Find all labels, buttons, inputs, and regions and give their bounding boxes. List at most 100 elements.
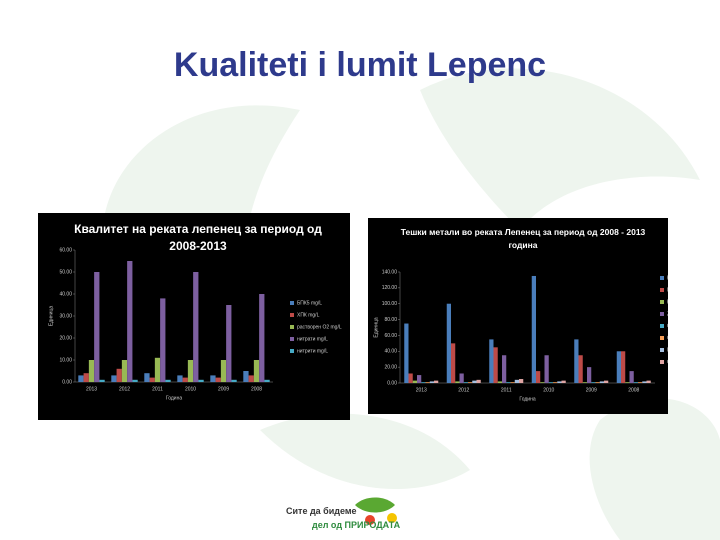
legend-swatch xyxy=(290,349,294,353)
legend-label: Pb xyxy=(667,299,668,305)
chart-title: Квалитет на реката лепенец за период од … xyxy=(74,222,322,253)
bar xyxy=(248,375,254,382)
bar xyxy=(553,382,558,383)
bar xyxy=(404,323,409,383)
bar xyxy=(591,382,596,383)
bar xyxy=(220,360,227,382)
bar xyxy=(187,360,194,382)
legend-swatch xyxy=(660,276,664,280)
bar xyxy=(642,381,647,383)
bar xyxy=(193,272,199,382)
bar xyxy=(144,373,150,382)
bar xyxy=(497,381,502,383)
x-tick-label: 2012 xyxy=(458,387,469,393)
y-tick-label: 60.00 xyxy=(384,333,397,339)
bar xyxy=(198,379,204,382)
bar xyxy=(165,379,171,382)
bar xyxy=(160,298,166,382)
y-tick-label: 30.00 xyxy=(59,313,72,319)
bar xyxy=(99,379,105,382)
bar xyxy=(446,303,451,383)
bar xyxy=(621,351,626,383)
x-tick-label: 2009 xyxy=(218,386,229,392)
bar xyxy=(253,360,260,382)
x-tick-label: 2011 xyxy=(152,386,163,392)
bar xyxy=(429,381,434,383)
bar xyxy=(154,357,161,382)
bar xyxy=(493,347,498,383)
legend-label: растворен O2 mg/L xyxy=(297,324,342,330)
legend-swatch xyxy=(290,313,294,317)
bar xyxy=(132,379,138,382)
legend-label: нитрити mg/L xyxy=(297,348,328,354)
bar xyxy=(425,382,430,383)
legend-swatch xyxy=(660,336,664,340)
bar xyxy=(578,355,583,383)
bar xyxy=(468,382,473,383)
y-tick-label: 20.00 xyxy=(59,335,72,341)
y-axis-label: Единица xyxy=(48,306,54,326)
legend-swatch xyxy=(660,312,664,316)
bar xyxy=(574,339,579,383)
bar xyxy=(604,380,609,383)
bar xyxy=(127,261,133,382)
logo-text: дел од ПРИРОДАТА xyxy=(312,520,401,530)
legend-swatch xyxy=(660,300,664,304)
bar xyxy=(121,360,128,382)
bar xyxy=(408,373,413,383)
legend-swatch xyxy=(660,348,664,352)
bar xyxy=(502,355,507,383)
bar xyxy=(476,379,481,383)
legend-label: нитрати mg/L xyxy=(297,336,328,342)
y-tick-label: 0.00 xyxy=(387,380,397,386)
bar xyxy=(519,379,524,383)
bar xyxy=(587,367,592,383)
bar xyxy=(616,351,621,383)
bar xyxy=(94,272,100,382)
bar xyxy=(472,380,477,383)
x-tick-label: 2008 xyxy=(628,387,639,393)
x-tick-label: 2010 xyxy=(543,387,554,393)
bar xyxy=(633,382,638,383)
chart: 0.00 10.00 20.00 30.00 40.00 50.00 60.00 Единиц… xyxy=(48,247,342,401)
x-tick-label: 2008 xyxy=(251,386,262,392)
bar xyxy=(582,382,587,383)
legend-label: БПК5 mg/L xyxy=(297,300,322,306)
bar xyxy=(510,382,515,383)
bar xyxy=(226,305,232,382)
logo-text: Сите да бидеме xyxy=(286,506,357,516)
legend-label: Cu xyxy=(667,359,668,365)
bar xyxy=(149,377,155,382)
bar xyxy=(455,381,460,383)
x-axis-label: Година xyxy=(166,395,183,401)
bar xyxy=(451,343,456,383)
bar xyxy=(88,360,95,382)
y-tick-label: 60.00 xyxy=(59,247,72,253)
bar xyxy=(182,377,188,382)
y-tick-label: 40.00 xyxy=(384,349,397,355)
bar xyxy=(421,382,426,383)
bar xyxy=(540,382,545,383)
bar xyxy=(506,382,511,383)
y-tick-label: 140.00 xyxy=(382,269,398,275)
bar xyxy=(78,375,84,382)
bar xyxy=(514,379,519,383)
bar xyxy=(463,382,468,383)
bar xyxy=(215,377,221,382)
bar xyxy=(561,380,566,383)
y-tick-label: 80.00 xyxy=(384,317,397,323)
legend-label: Cd xyxy=(667,335,668,341)
bar xyxy=(557,381,562,383)
bar xyxy=(595,382,600,383)
legend-swatch xyxy=(290,325,294,329)
x-tick-label: 2012 xyxy=(119,386,130,392)
y-tick-label: 100.00 xyxy=(382,301,398,307)
chart-panel: Квалитет на реката лепенец за период од … xyxy=(38,213,350,420)
bar xyxy=(629,371,634,383)
y-tick-label: 50.00 xyxy=(59,269,72,275)
bar xyxy=(531,275,536,383)
bar xyxy=(417,375,422,383)
x-tick-label: 2011 xyxy=(501,387,512,393)
bar xyxy=(548,382,553,383)
y-tick-label: 0.00 xyxy=(62,379,72,385)
